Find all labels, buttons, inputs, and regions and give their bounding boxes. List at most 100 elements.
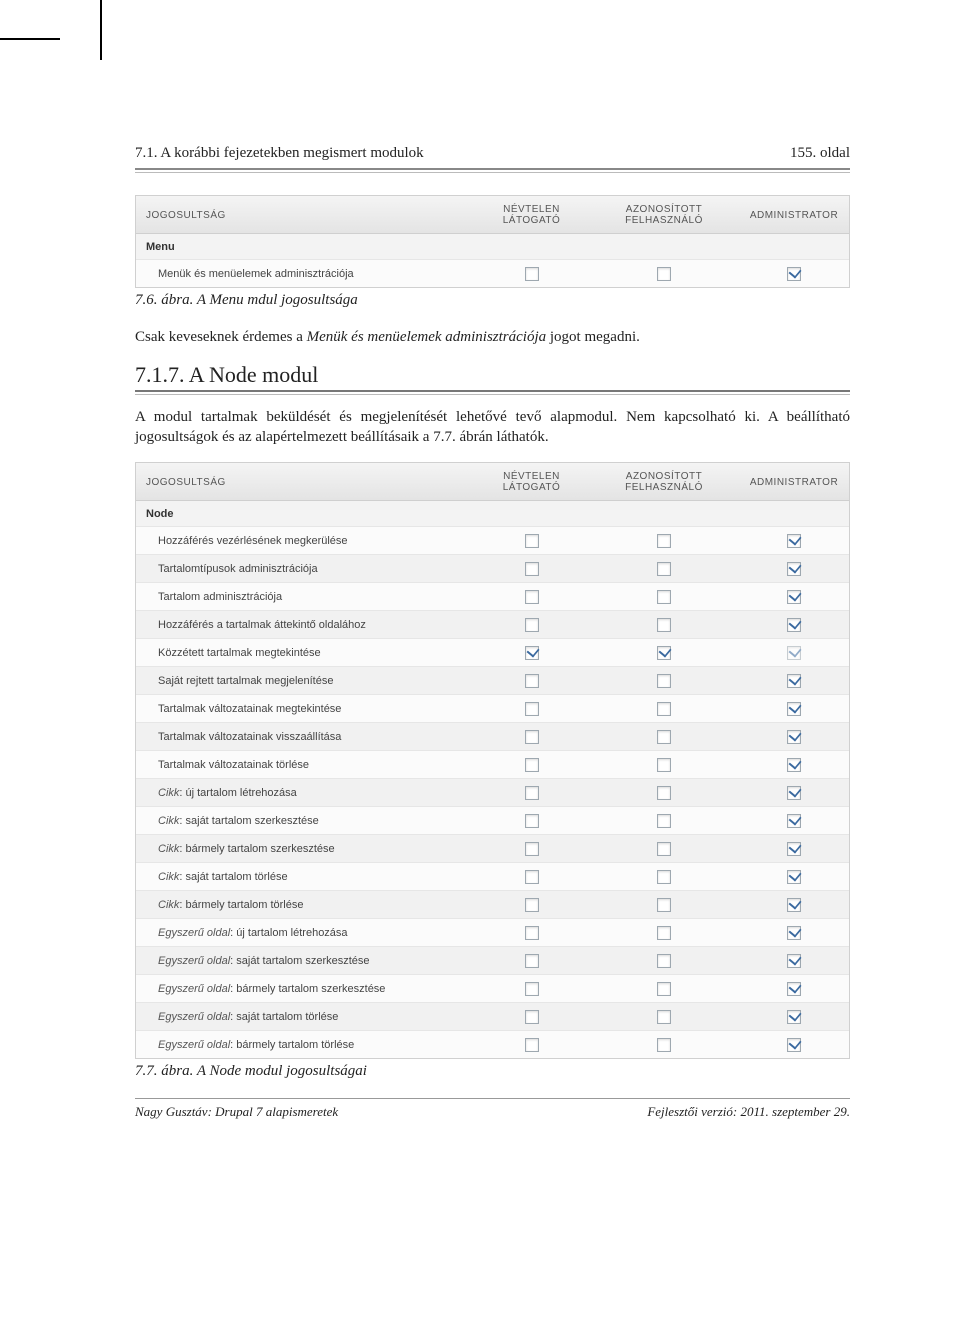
perm-anon bbox=[474, 863, 589, 891]
figure-caption-1: 7.6. ábra. A Menu mdul jogosultsága bbox=[135, 292, 850, 309]
table-row: Cikk: bármely tartalom törlése bbox=[136, 891, 849, 919]
table-row: Saját rejtett tartalmak megjelenítése bbox=[136, 667, 849, 695]
perm-auth bbox=[589, 583, 739, 611]
footer-right: Fejlesztői verzió: 2011. szeptember 29. bbox=[647, 1104, 850, 1120]
table-row: Egyszerű oldal: bármely tartalom törlése bbox=[136, 1031, 849, 1059]
checkbox[interactable] bbox=[525, 898, 539, 912]
checkbox[interactable] bbox=[787, 1038, 801, 1052]
perm-admin bbox=[739, 975, 849, 1003]
checkbox[interactable] bbox=[657, 267, 671, 281]
checkbox[interactable] bbox=[525, 982, 539, 996]
checkbox[interactable] bbox=[657, 870, 671, 884]
checkbox[interactable] bbox=[657, 562, 671, 576]
checkbox[interactable] bbox=[787, 954, 801, 968]
checkbox[interactable] bbox=[657, 646, 671, 660]
checkbox[interactable] bbox=[787, 926, 801, 940]
checkbox[interactable] bbox=[657, 730, 671, 744]
checkbox[interactable] bbox=[787, 267, 801, 281]
checkbox[interactable] bbox=[525, 267, 539, 281]
checkbox[interactable] bbox=[787, 758, 801, 772]
checkbox[interactable] bbox=[657, 926, 671, 940]
checkbox[interactable] bbox=[657, 982, 671, 996]
checkbox[interactable] bbox=[787, 730, 801, 744]
checkbox[interactable] bbox=[657, 618, 671, 632]
checkbox[interactable] bbox=[657, 758, 671, 772]
checkbox[interactable] bbox=[525, 618, 539, 632]
perm-auth bbox=[589, 1031, 739, 1059]
checkbox[interactable] bbox=[525, 646, 539, 660]
checkbox[interactable] bbox=[787, 814, 801, 828]
checkbox[interactable] bbox=[525, 814, 539, 828]
perm-admin bbox=[739, 779, 849, 807]
col-anon: NÉVTELEN LÁTOGATÓ bbox=[474, 196, 589, 234]
checkbox[interactable] bbox=[657, 786, 671, 800]
perm-admin bbox=[739, 807, 849, 835]
paragraph-1: Csak keveseknek érdemes a Menük és menüe… bbox=[135, 327, 850, 348]
perm-admin bbox=[739, 667, 849, 695]
perm-label: Cikk: saját tartalom törlése bbox=[136, 863, 474, 891]
table-row: Hozzáférés vezérlésének megkerülése bbox=[136, 527, 849, 555]
checkbox[interactable] bbox=[787, 674, 801, 688]
checkbox[interactable] bbox=[787, 702, 801, 716]
checkbox[interactable] bbox=[787, 842, 801, 856]
checkbox[interactable] bbox=[525, 590, 539, 604]
checkbox[interactable] bbox=[657, 954, 671, 968]
checkbox[interactable] bbox=[657, 702, 671, 716]
perm-anon bbox=[474, 919, 589, 947]
table-row: Cikk: saját tartalom szerkesztése bbox=[136, 807, 849, 835]
checkbox[interactable] bbox=[657, 534, 671, 548]
checkbox[interactable] bbox=[525, 954, 539, 968]
checkbox[interactable] bbox=[657, 814, 671, 828]
checkbox[interactable] bbox=[787, 786, 801, 800]
perm-label: Közzétett tartalmak megtekintése bbox=[136, 639, 474, 667]
perm-auth bbox=[589, 260, 739, 288]
checkbox[interactable] bbox=[787, 898, 801, 912]
checkbox[interactable] bbox=[787, 534, 801, 548]
perm-label: Hozzáférés a tartalmak áttekintő oldaláh… bbox=[136, 611, 474, 639]
perm-admin bbox=[739, 891, 849, 919]
checkbox[interactable] bbox=[525, 730, 539, 744]
perm-anon bbox=[474, 891, 589, 919]
checkbox[interactable] bbox=[525, 786, 539, 800]
checkbox[interactable] bbox=[657, 1038, 671, 1052]
checkbox[interactable] bbox=[787, 982, 801, 996]
checkbox[interactable] bbox=[657, 590, 671, 604]
figure-caption-2: 7.7. ábra. A Node modul jogosultságai bbox=[135, 1063, 850, 1080]
perm-label: Cikk: saját tartalom szerkesztése bbox=[136, 807, 474, 835]
col-admin: ADMINISTRATOR bbox=[739, 463, 849, 501]
perm-auth bbox=[589, 639, 739, 667]
checkbox[interactable] bbox=[525, 562, 539, 576]
col-permission: JOGOSULTSÁG bbox=[136, 463, 474, 501]
checkbox[interactable] bbox=[525, 870, 539, 884]
checkbox[interactable] bbox=[525, 1010, 539, 1024]
checkbox[interactable] bbox=[787, 590, 801, 604]
perm-anon bbox=[474, 807, 589, 835]
checkbox[interactable] bbox=[787, 1010, 801, 1024]
checkbox[interactable] bbox=[525, 674, 539, 688]
perm-anon bbox=[474, 260, 589, 288]
section-heading: 7.1.7. A Node modul bbox=[135, 362, 850, 388]
checkbox[interactable] bbox=[657, 842, 671, 856]
table-row: Egyszerű oldal: saját tartalom szerkeszt… bbox=[136, 947, 849, 975]
checkbox[interactable] bbox=[787, 870, 801, 884]
checkbox[interactable] bbox=[657, 674, 671, 688]
checkbox[interactable] bbox=[787, 562, 801, 576]
checkbox[interactable] bbox=[525, 534, 539, 548]
perm-table-menu: JOGOSULTSÁG NÉVTELEN LÁTOGATÓ AZONOSÍTOT… bbox=[135, 195, 850, 288]
runhead-rule bbox=[135, 168, 850, 173]
checkbox[interactable] bbox=[657, 1010, 671, 1024]
checkbox[interactable] bbox=[657, 898, 671, 912]
perm-admin bbox=[739, 695, 849, 723]
checkbox[interactable] bbox=[525, 1038, 539, 1052]
checkbox[interactable] bbox=[787, 618, 801, 632]
perm-anon bbox=[474, 751, 589, 779]
perm-auth bbox=[589, 807, 739, 835]
checkbox[interactable] bbox=[525, 926, 539, 940]
perm-admin bbox=[739, 555, 849, 583]
checkbox[interactable] bbox=[525, 702, 539, 716]
table-row: Cikk: saját tartalom törlése bbox=[136, 863, 849, 891]
checkbox[interactable] bbox=[525, 842, 539, 856]
checkbox[interactable] bbox=[525, 758, 539, 772]
perm-label: Cikk: új tartalom létrehozása bbox=[136, 779, 474, 807]
checkbox[interactable] bbox=[787, 646, 801, 660]
